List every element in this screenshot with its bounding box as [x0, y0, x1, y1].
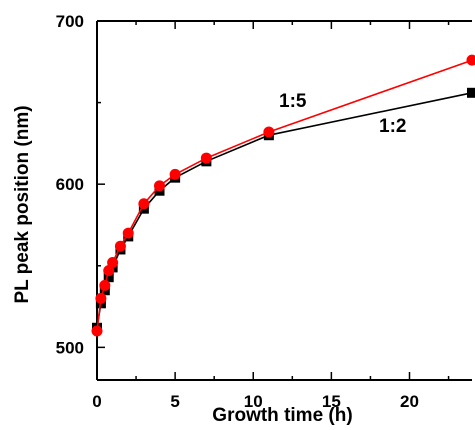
- axes: 0 5 10 15 20 500 600 700: [56, 12, 472, 411]
- data-point: [138, 198, 150, 210]
- data-point: [263, 126, 275, 138]
- data-point: [154, 180, 165, 192]
- x-tick-label: 20: [400, 392, 419, 411]
- x-tick-label: 5: [170, 392, 179, 411]
- data-point: [466, 54, 475, 66]
- data-point: [200, 152, 212, 164]
- x-tick-label: 10: [244, 392, 263, 411]
- x-tick-label: 0: [92, 392, 101, 411]
- y-tick-label: 500: [56, 338, 84, 357]
- data-point: [467, 87, 475, 98]
- data-point: [91, 325, 103, 337]
- x-axis-title: Growth time (h): [212, 405, 352, 426]
- y-tick-label: 700: [56, 12, 84, 31]
- series-label: 1:2: [379, 116, 406, 137]
- y-axis-title: PL peak position (nm): [12, 105, 33, 303]
- data-point: [169, 168, 181, 180]
- data-point: [103, 272, 114, 283]
- data-point: [95, 292, 107, 304]
- data-point: [99, 279, 111, 291]
- x-tick-label: 15: [322, 392, 341, 411]
- y-tick-label: 600: [56, 175, 84, 194]
- data-point: [107, 257, 119, 269]
- data-point: [122, 227, 134, 239]
- data-point: [103, 265, 115, 277]
- data-point: [114, 240, 126, 252]
- series-layer: [91, 54, 475, 337]
- series-line: [96, 92, 473, 328]
- series-label: 1:5: [279, 91, 307, 112]
